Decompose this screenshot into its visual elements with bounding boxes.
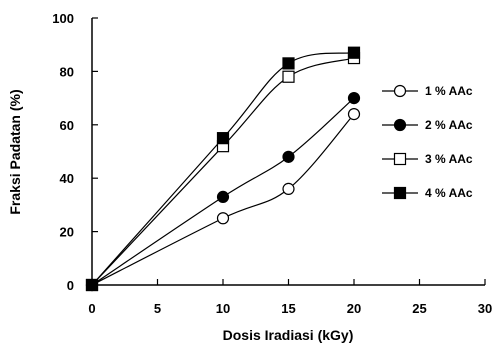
trend-line [91,52,355,286]
data-point [347,46,361,59]
y-ticks: 0 20 40 60 80 100 [52,11,98,293]
data-point [216,212,230,225]
y-tick-label: 80 [60,64,74,79]
x-tick-label: 20 [347,301,361,316]
data-point [347,108,361,121]
data-point [85,278,99,292]
legend-marker [393,118,407,132]
data-point [216,132,230,145]
data-markers [85,46,361,292]
data-point [282,182,295,195]
legend-marker [393,152,407,166]
legend-label: 2 % AAc [425,118,473,132]
x-tick-label: 0 [88,301,95,316]
legend-marker [393,84,407,98]
x-axis-title: Dosis Iradiasi (kGy) [223,327,354,343]
legend-label: 4 % AAc [425,186,473,200]
legend-label: 1 % AAc [425,84,473,98]
trend-line [91,113,355,286]
x-ticks: 0 5 10 15 20 25 30 [88,279,492,316]
trend-line [91,57,355,286]
data-point [347,91,361,105]
x-tick-label: 5 [154,301,161,316]
x-tick-label: 10 [216,301,230,316]
y-tick-label: 20 [60,225,74,240]
data-point [216,190,230,203]
legend-marker [393,186,407,200]
y-axis-title: Fraksi Padatan (%) [7,89,23,214]
x-tick-label: 15 [281,301,295,316]
data-point [282,150,295,163]
data-point [282,57,295,70]
trend-line [91,97,355,286]
trend-curves [91,52,355,286]
y-tick-label: 40 [60,171,74,186]
legend: 1 % AAc 2 % AAc 3 % AAc 4 % AAc [382,84,473,200]
y-tick-label: 100 [52,11,74,26]
data-point [282,70,295,83]
y-tick-label: 60 [60,118,74,133]
x-tick-label: 30 [478,301,492,316]
y-tick-label: 0 [67,278,74,293]
legend-label: 3 % AAc [425,152,473,166]
x-tick-label: 25 [412,301,426,316]
